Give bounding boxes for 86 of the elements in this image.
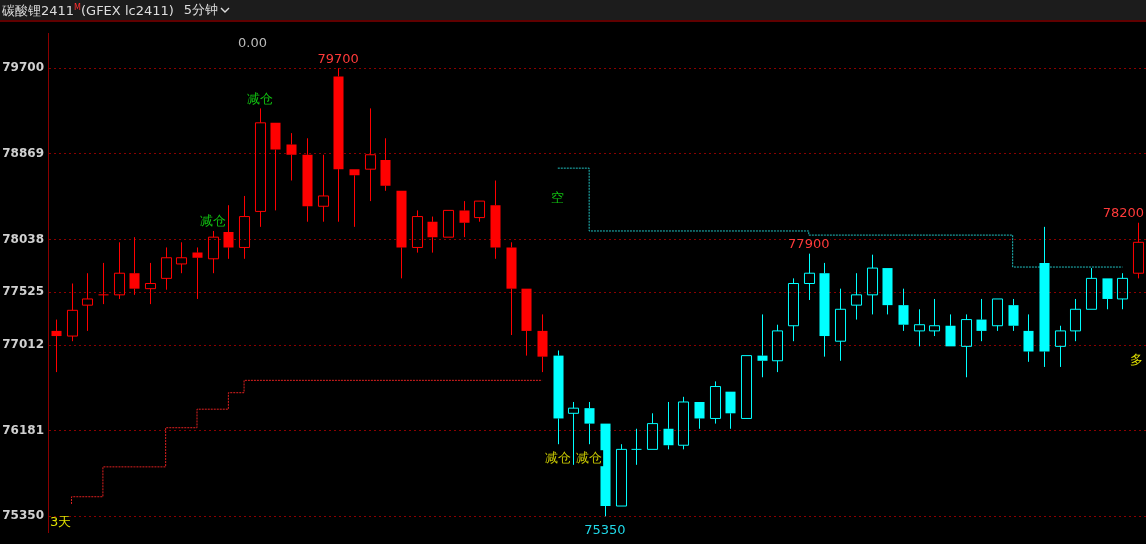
candlestick [192, 246, 203, 300]
candlestick [1023, 313, 1034, 363]
candlestick [725, 391, 736, 430]
candlestick [113, 241, 126, 300]
candlestick [473, 200, 486, 223]
candlestick [1116, 272, 1129, 310]
annotation: 减仓 [544, 449, 571, 465]
candlestick [333, 67, 344, 223]
y-tick-label: 75350 [2, 508, 44, 523]
candlestick [913, 308, 926, 347]
candlestick [615, 443, 628, 507]
candlestick [834, 288, 847, 362]
candlestick [882, 268, 893, 315]
candlestick [396, 190, 407, 279]
candlestick [270, 122, 281, 211]
candlestick [553, 349, 564, 445]
candlestick [490, 180, 501, 260]
candlestick [600, 423, 611, 517]
candlestick [819, 262, 830, 358]
candlestick [866, 254, 879, 315]
candlestick [459, 200, 470, 238]
candlestick [160, 246, 173, 291]
annotation: 减仓 [246, 90, 273, 106]
candlestick [584, 401, 595, 445]
candlestick [286, 132, 297, 182]
candlestick [349, 169, 360, 228]
candlestick [175, 241, 188, 274]
candlestick [317, 154, 330, 223]
candlestick [66, 283, 79, 342]
candlestick [803, 253, 816, 301]
candlestick [364, 107, 377, 202]
candlestick [506, 241, 517, 336]
y-tick-label: 78038 [2, 231, 44, 246]
candlestick [207, 230, 220, 274]
candlestick [1132, 222, 1145, 279]
candlestick [537, 313, 548, 373]
y-tick-label: 79700 [2, 60, 44, 75]
annotation: 减仓 [199, 213, 226, 229]
candlestick [411, 209, 424, 254]
candlestick [51, 319, 62, 373]
candlestick [709, 380, 722, 425]
annotation: 0.00 [238, 34, 267, 50]
candlestick [427, 216, 438, 254]
candlestick [129, 236, 140, 296]
y-tick-label: 77012 [2, 337, 44, 352]
candlestick [787, 277, 800, 342]
candlestick [646, 412, 659, 450]
candlestick [1039, 226, 1050, 368]
candlestick [1008, 298, 1019, 332]
candlestick [1085, 267, 1098, 310]
annotation: 3天 [50, 514, 72, 530]
candlestick [694, 401, 705, 430]
candlestick [898, 288, 909, 332]
chart-subtitle: 5分钟 [183, 1, 219, 19]
candlestick [630, 428, 643, 466]
candlestick [1102, 278, 1113, 310]
candlestick [850, 272, 863, 321]
annotation: 75350 [584, 521, 626, 537]
candlestick [302, 137, 313, 223]
candlestick [144, 262, 157, 305]
candlestick [757, 313, 768, 378]
y-tick-label: 76181 [2, 422, 44, 437]
y-tick-label: 77525 [2, 284, 44, 299]
y-tick-label: 78869 [2, 145, 44, 160]
candlestick [1069, 298, 1082, 342]
candlestick [960, 313, 973, 378]
chart-title: 碳酸锂2411$^{M}$(GFEX lc2411) [2, 2, 174, 21]
candlestick [976, 298, 987, 342]
candlestick [254, 107, 267, 228]
annotation: 79700 [317, 50, 359, 66]
candlestick [928, 298, 941, 337]
candlestick [380, 137, 391, 192]
annotation: 77900 [788, 236, 830, 252]
candlestick [81, 272, 94, 332]
annotation: 多 [1130, 352, 1143, 368]
candlestick [223, 204, 234, 260]
candlestick [238, 195, 251, 260]
annotation: 减仓 [576, 449, 603, 465]
candlestick [97, 262, 110, 305]
candlestick [1054, 325, 1067, 368]
annotation: 78200 [1102, 205, 1144, 221]
candlestick [945, 313, 956, 347]
candlestick [663, 401, 674, 450]
annotation: 空 [551, 189, 565, 205]
candlestick [521, 288, 532, 357]
candlestick [991, 298, 1004, 332]
